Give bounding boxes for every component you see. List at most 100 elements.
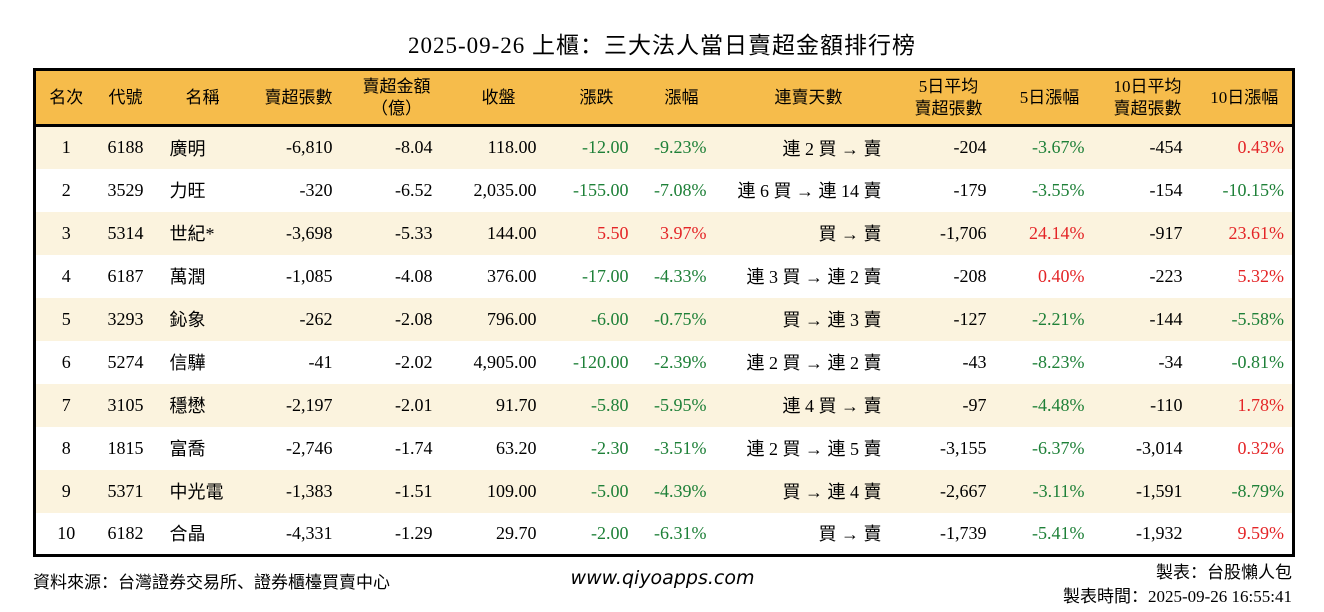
- cell-name: 鈊象: [169, 310, 206, 330]
- cell-change_pct: -3.51%: [654, 437, 707, 458]
- cell-pct10: 23.61%: [1228, 222, 1285, 243]
- cell-change: -12.00: [582, 137, 629, 158]
- cell-rank: 7: [61, 394, 71, 415]
- cell-avg10_volume: -917: [1149, 222, 1183, 243]
- col-header-change_pct: 漲幅: [642, 69, 721, 127]
- cell-name: 萬潤: [169, 267, 206, 287]
- cell-avg10_volume: -454: [1149, 137, 1183, 158]
- cell-close: 376.00: [487, 265, 537, 286]
- table-body: 1 6188 廣明 -6,810 -8.04 118.00 -12.00 -9.23% 連 2 …: [34, 125, 1294, 556]
- cell-net_sell_amount: -1.29: [395, 522, 433, 543]
- cell-code: 6187: [107, 265, 144, 286]
- cell-pct10: 0.32%: [1237, 437, 1285, 458]
- cell-net_sell_volume: -320: [299, 179, 333, 200]
- cell-name: 世紀*: [169, 224, 215, 244]
- cell-change: -17.00: [582, 265, 629, 286]
- cell-name: 信驊: [169, 353, 206, 373]
- cell-sell_streak: 連 6 買 → 連 14 賣: [737, 181, 882, 201]
- cell-net_sell_amount: -2.08: [395, 308, 433, 329]
- col-header-change: 漲跌: [550, 69, 643, 127]
- cell-change_pct: -4.39%: [654, 480, 707, 501]
- cell-net_sell_volume: -41: [308, 351, 333, 372]
- footer: 資料來源：台灣證券交易所、證券櫃檯買賣中心 www.qiyoapps.com 製…: [33, 561, 1292, 609]
- table-row: 10 6182 合晶 -4,331 -1.29 29.70 -2.00 -6.31% 買 → 賣…: [35, 513, 1294, 556]
- cell-avg5_volume: -204: [953, 137, 987, 158]
- cell-name: 力旺: [169, 181, 206, 201]
- col-header-rank: 名次: [34, 69, 97, 127]
- cell-code: 5274: [107, 351, 144, 372]
- col-header-code: 代號: [96, 69, 155, 127]
- cell-code: 6188: [107, 137, 144, 158]
- cell-net_sell_volume: -2,197: [286, 394, 333, 415]
- col-header-net_sell_amount: 賣超金額 （億）: [346, 69, 447, 127]
- cell-avg10_volume: -3,014: [1136, 437, 1183, 458]
- cell-avg5_volume: -127: [953, 308, 987, 329]
- col-header-avg5_volume: 5日平均 賣超張數: [896, 69, 1001, 127]
- ranking-table: 名次 代號 名稱 賣超張數 賣超金額 （億） 收盤 漲跌 漲幅 連賣天數 5日平均 賣超張數 5日漲幅 1…: [33, 68, 1295, 557]
- cell-avg5_volume: -43: [962, 351, 987, 372]
- cell-name: 中光電: [169, 482, 224, 502]
- page-title: 2025-09-26 上櫃：三大法人當日賣超金額排行榜: [407, 33, 917, 58]
- cell-rank: 2: [61, 179, 71, 200]
- cell-net_sell_amount: -1.74: [395, 437, 433, 458]
- cell-change: -2.00: [591, 522, 629, 543]
- cell-sell_streak: 連 2 買 → 賣: [782, 138, 882, 159]
- col-header-name: 名稱: [154, 69, 251, 127]
- cell-avg5_volume: -1,706: [940, 222, 987, 243]
- cell-code: 3293: [107, 308, 144, 329]
- cell-sell_streak: 連 4 買 → 賣: [782, 396, 882, 416]
- cell-close: 144.00: [487, 222, 537, 243]
- cell-avg10_volume: -110: [1150, 394, 1183, 415]
- cell-sell_streak: 連 2 買 → 連 2 賣: [746, 353, 882, 373]
- cell-net_sell_volume: -262: [299, 308, 333, 329]
- cell-name: 合晶: [169, 524, 206, 545]
- table-row: 3 5314 世紀* -3,698 -5.33 144.00 5.50 3.97% 買 → 賣 -…: [34, 211, 1294, 255]
- table-row: 9 5371 中光電 -1,383 -1.51 109.00 -5.00 -4.39% 買 → …: [34, 469, 1294, 513]
- cell-net_sell_volume: -1,383: [286, 480, 333, 501]
- cell-change: 5.50: [597, 222, 629, 243]
- cell-change_pct: -2.39%: [654, 351, 707, 372]
- cell-change_pct: -5.95%: [654, 394, 707, 415]
- cell-close: 2,035.00: [473, 179, 537, 200]
- cell-rank: 10: [57, 522, 76, 543]
- cell-net_sell_amount: -2.02: [395, 351, 433, 372]
- cell-change: -5.80: [591, 394, 629, 415]
- cell-net_sell_amount: -2.01: [395, 394, 433, 415]
- cell-code: 6182: [107, 522, 144, 543]
- cell-net_sell_amount: -5.33: [395, 222, 433, 243]
- cell-pct5: -4.48%: [1032, 394, 1085, 415]
- cell-rank: 1: [61, 137, 71, 158]
- cell-net_sell_amount: -8.04: [395, 137, 433, 158]
- cell-sell_streak: 買 → 連 4 賣: [782, 482, 882, 502]
- cell-change_pct: -0.75%: [654, 308, 707, 329]
- header-row: 名次 代號 名稱 賣超張數 賣超金額 （億） 收盤 漲跌 漲幅 連賣天數 5日平均 賣超張數 5日漲幅 1…: [34, 69, 1294, 127]
- cell-close: 796.00: [487, 308, 537, 329]
- cell-pct10: -10.15%: [1222, 179, 1285, 200]
- cell-pct10: 9.59%: [1237, 522, 1285, 543]
- cell-pct10: -0.81%: [1231, 351, 1285, 372]
- cell-sell_streak: 買 → 連 3 賣: [782, 310, 882, 330]
- cell-change: -2.30: [591, 437, 629, 458]
- cell-close: 109.00: [487, 480, 537, 501]
- cell-sell_streak: 連 3 買 → 連 2 賣: [746, 267, 882, 287]
- cell-sell_streak: 買 → 賣: [818, 524, 882, 545]
- cell-pct5: -3.55%: [1032, 179, 1085, 200]
- cell-pct5: 0.40%: [1038, 265, 1085, 286]
- cell-pct5: -8.23%: [1032, 351, 1085, 372]
- cell-close: 118.00: [487, 137, 537, 158]
- cell-sell_streak: 買 → 賣: [818, 224, 882, 244]
- cell-avg10_volume: -1,932: [1136, 522, 1183, 543]
- cell-avg10_volume: -1,591: [1136, 480, 1183, 501]
- cell-avg5_volume: -3,155: [940, 437, 987, 458]
- cell-rank: 3: [61, 222, 71, 243]
- cell-net_sell_volume: -3,698: [286, 222, 333, 243]
- made-by-text: 製表：台股懶人包: [1156, 563, 1293, 582]
- cell-close: 29.70: [496, 522, 537, 543]
- cell-avg5_volume: -1,739: [940, 522, 987, 543]
- ranking-table-wrap: 名次 代號 名稱 賣超張數 賣超金額 （億） 收盤 漲跌 漲幅 連賣天數 5日平均 賣超張數 5日漲幅 1…: [33, 68, 1295, 557]
- cell-pct10: 1.78%: [1237, 394, 1285, 415]
- cell-net_sell_volume: -6,810: [286, 137, 333, 158]
- cell-net_sell_amount: -4.08: [395, 265, 433, 286]
- cell-avg5_volume: -179: [953, 179, 987, 200]
- data-source-note: 資料來源：台灣證券交易所、證券櫃檯買賣中心: [33, 573, 390, 592]
